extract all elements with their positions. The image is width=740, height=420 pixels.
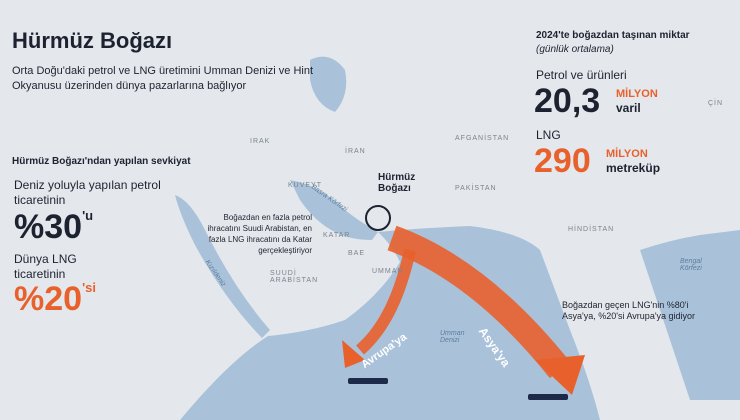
country-label: BAE xyxy=(348,250,366,257)
caspian xyxy=(310,56,347,112)
country-label: HİNDİSTAN xyxy=(568,226,615,233)
right-subheading: (günlük ortalama) xyxy=(536,44,614,55)
stat-value: 20,3 xyxy=(534,82,601,120)
unit: varil xyxy=(616,101,641,115)
stat-value: 290 xyxy=(534,142,591,180)
stat-label: LNG xyxy=(536,128,561,142)
europe-route xyxy=(355,248,416,355)
country-label: IRAK xyxy=(250,138,271,145)
stat-label: Petrol ve ürünleri xyxy=(536,68,627,82)
red-sea xyxy=(175,195,270,338)
left-heading: Hürmüz Boğazı'ndan yapılan sevkiyat xyxy=(12,156,191,167)
country-label: ÇİN xyxy=(708,100,724,107)
ship xyxy=(348,378,388,384)
persian-gulf xyxy=(290,180,378,240)
unit: MİLYON xyxy=(616,88,658,100)
note: Boğazdan geçen LNG'nin %80'i Asya'ya, %2… xyxy=(562,300,696,321)
unit: metreküp xyxy=(606,161,661,175)
country-label: KATAR xyxy=(323,232,351,239)
country-label: PAKİSTAN xyxy=(455,185,497,192)
europe-arrowhead xyxy=(342,340,365,368)
strait-label: Hürmüz Boğazı xyxy=(378,172,416,194)
unit: MİLYON xyxy=(606,148,648,160)
country-label: SUUDİ ARABİSTAN xyxy=(270,270,319,284)
bay-of-bengal xyxy=(640,230,740,400)
right-heading: 2024'te boğazdan taşınan miktar xyxy=(536,30,690,41)
stat-label: Deniz yoluyla yapılan petrol ticaretinin xyxy=(14,178,161,207)
stat-value: %30'u xyxy=(14,208,93,247)
sea-label: Umman Denizi xyxy=(440,330,465,344)
sea xyxy=(175,56,740,420)
asia-arrowhead xyxy=(535,355,585,395)
suffix: 'si xyxy=(82,280,96,295)
value: %30 xyxy=(14,208,83,246)
suffix: 'u xyxy=(82,208,94,223)
note: Boğazdan en fazla petrol ihracatını Suud… xyxy=(207,213,312,255)
strait-marker xyxy=(365,205,391,231)
arabian-sea xyxy=(180,226,600,420)
stat-value: %20'si xyxy=(14,280,96,319)
country-label: KUVEYT xyxy=(288,182,323,189)
sea-label: Bengal Körfezi xyxy=(680,258,702,272)
value: %20 xyxy=(14,280,83,318)
ship xyxy=(528,394,568,400)
stat-label: Dünya LNG ticaretinin xyxy=(14,252,77,281)
country-label: UMMAN xyxy=(372,268,404,275)
title: Hürmüz Boğazı xyxy=(12,28,173,53)
country-label: AFGANİSTAN xyxy=(455,135,510,142)
country-label: İRAN xyxy=(345,148,366,155)
asia-route xyxy=(387,225,571,379)
subtitle: Orta Doğu'daki petrol ve LNG üretimini U… xyxy=(12,65,314,92)
